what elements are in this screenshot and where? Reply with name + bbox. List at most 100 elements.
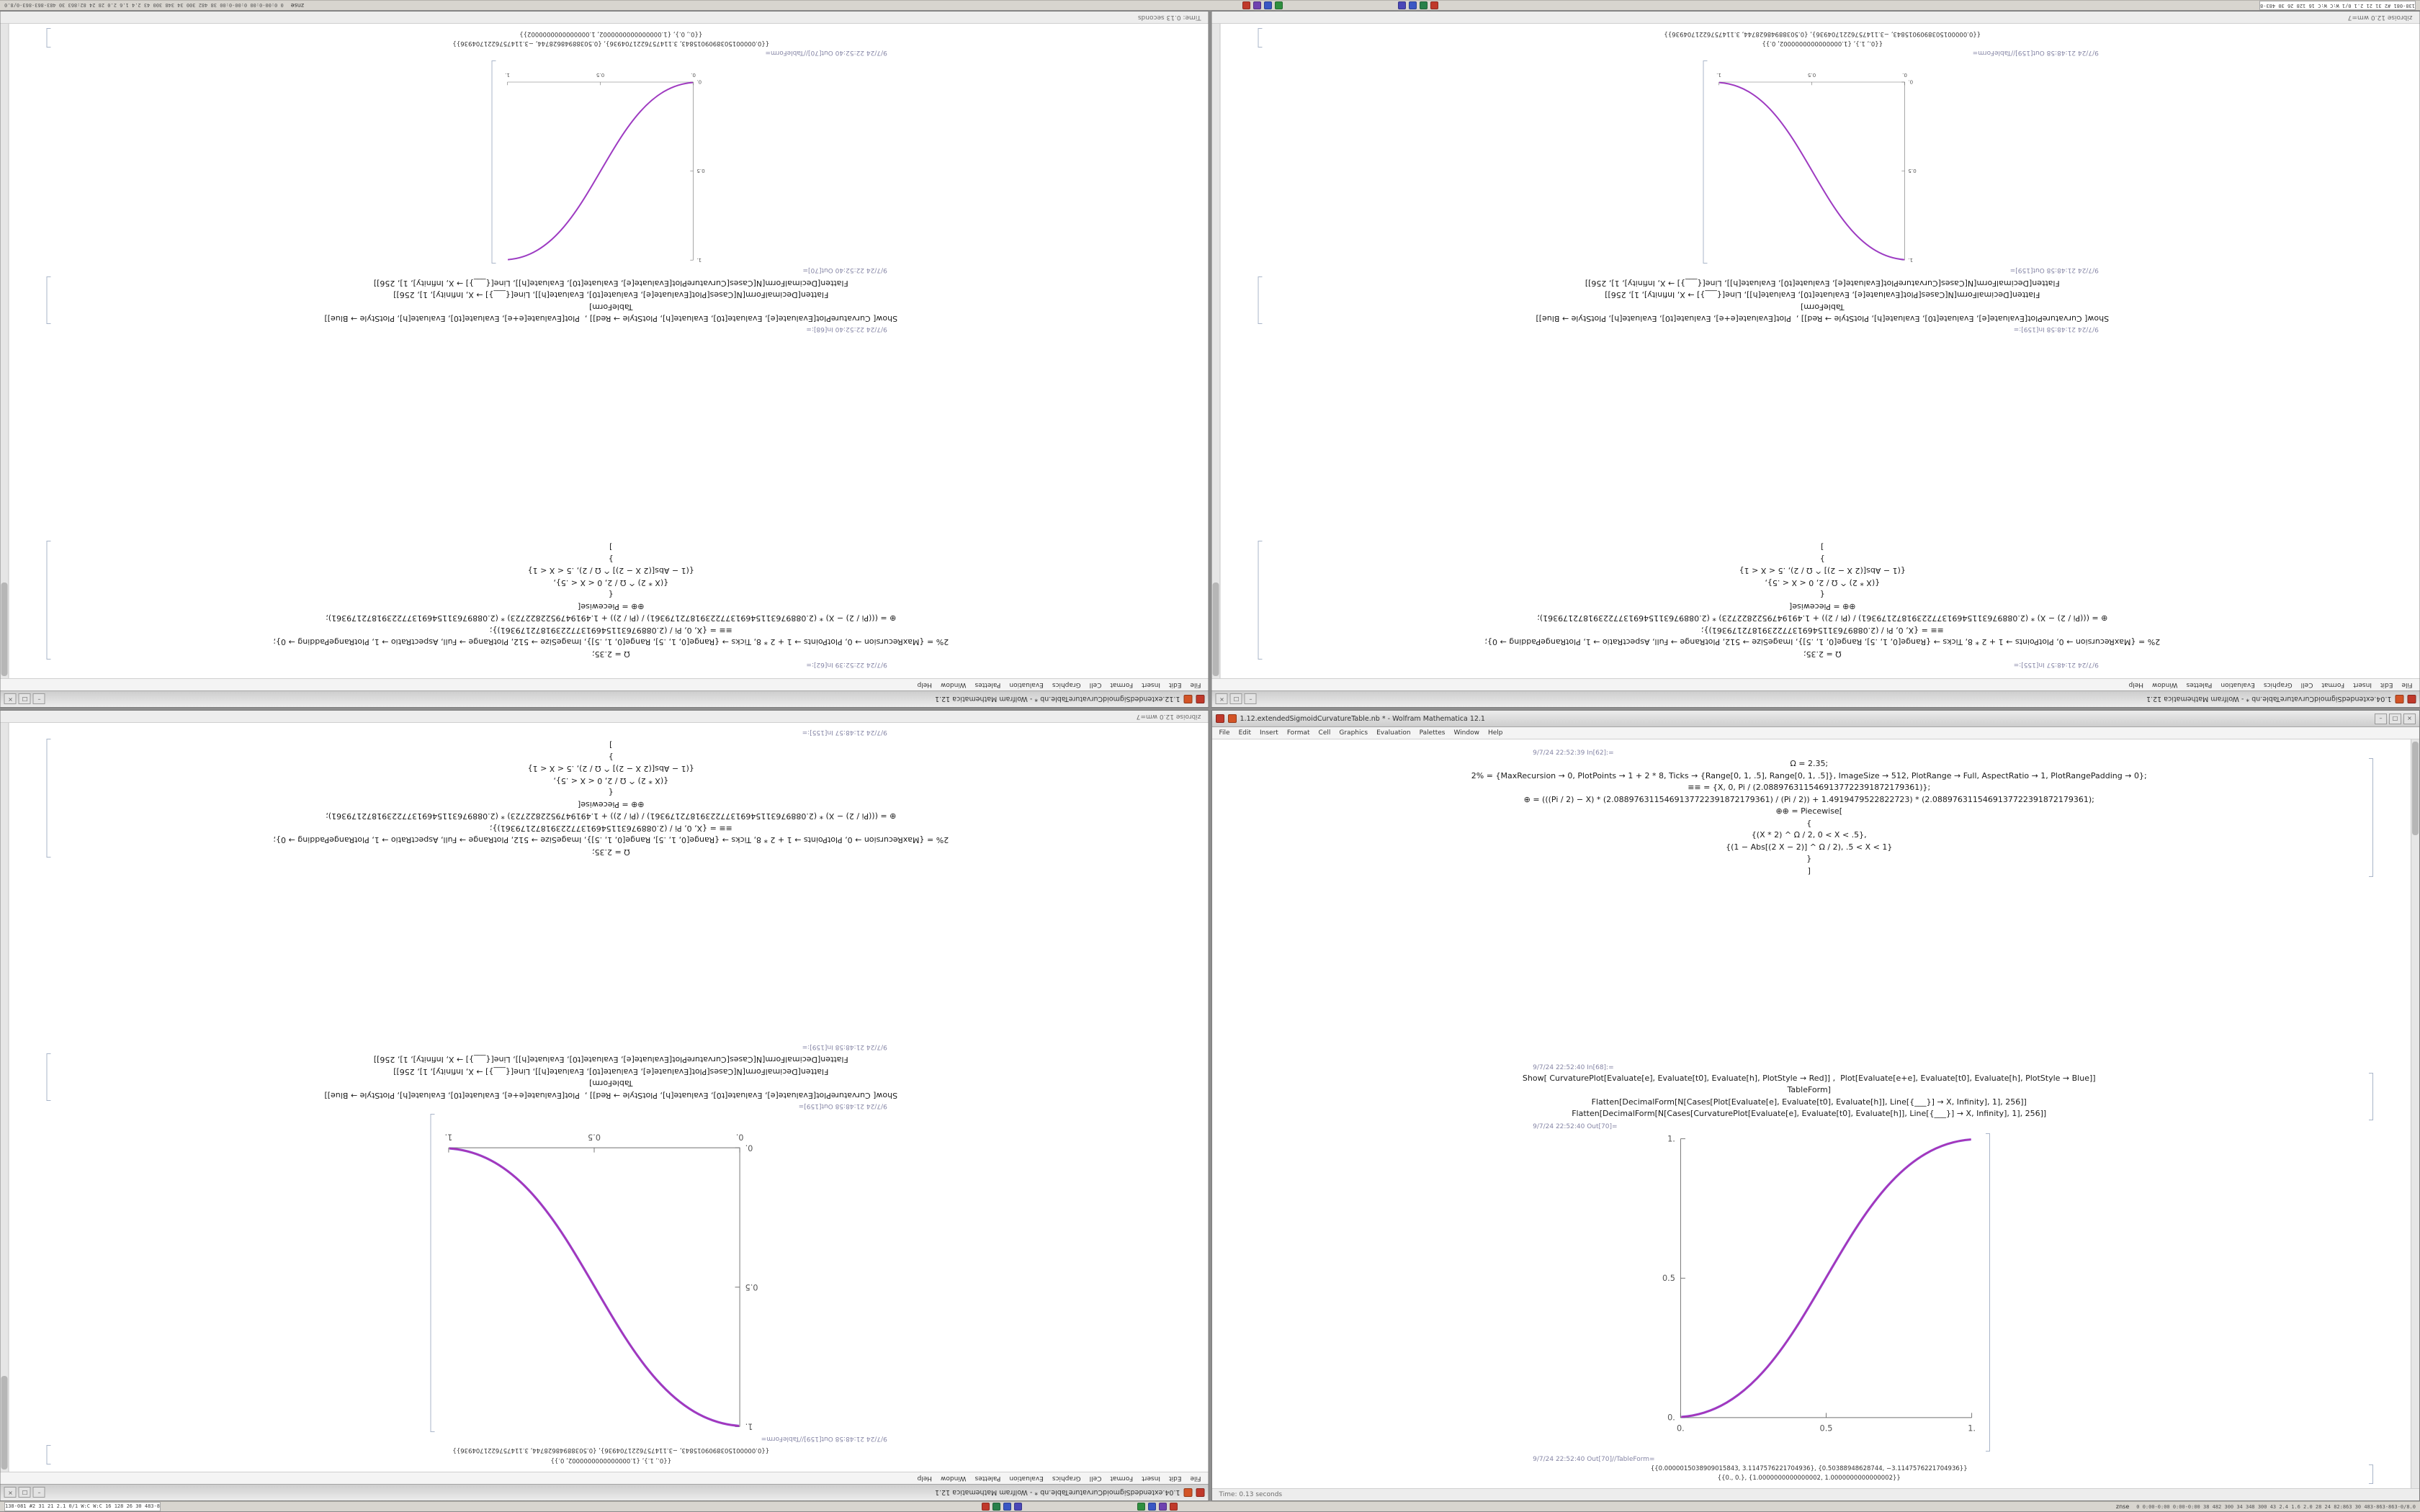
menu-format[interactable]: Format bbox=[1110, 681, 1134, 688]
menu-graphics[interactable]: Graphics bbox=[1052, 1475, 1081, 1482]
menu-format[interactable]: Format bbox=[2321, 681, 2344, 688]
menu-evaluation[interactable]: Evaluation bbox=[1009, 681, 1044, 688]
maximize-button[interactable]: □ bbox=[2389, 713, 2401, 724]
scrollbar-thumb[interactable] bbox=[1, 1376, 8, 1470]
system-tray-text: 0 0:00-0:00 0:00-0:00 38 482 300 34 348 … bbox=[4, 2, 284, 9]
vertical-scrollbar[interactable] bbox=[1, 723, 9, 1472]
menu-palettes[interactable]: Palettes bbox=[2186, 681, 2212, 688]
menu-evaluation[interactable]: Evaluation bbox=[2220, 681, 2255, 688]
menu-format[interactable]: Format bbox=[1286, 729, 1310, 737]
minimize-button[interactable]: – bbox=[33, 1487, 45, 1498]
menu-help[interactable]: Help bbox=[2128, 681, 2143, 688]
menu-cell[interactable]: Cell bbox=[1089, 1475, 1102, 1482]
menu-edit[interactable]: Edit bbox=[1238, 729, 1251, 737]
menu-edit[interactable]: Edit bbox=[1169, 681, 1182, 688]
menu-evaluation[interactable]: Evaluation bbox=[1009, 1475, 1044, 1482]
code-line: ] bbox=[1807, 865, 1811, 876]
bottom-taskbar-content: 138-081 #2 31 21 2.1 0/1 W:C W:C 16 128 … bbox=[0, 1502, 2420, 1511]
input-cell-1[interactable]: Ω = 2.35; 2% = {MaxRecursion → 0, PlotPoi… bbox=[1256, 758, 2373, 877]
input-cell-2[interactable]: Show[ CurvaturePlot[Evaluate[e], Evaluat… bbox=[1256, 1072, 2373, 1120]
app-icon-red-2[interactable] bbox=[1170, 1503, 1178, 1511]
minimize-button[interactable]: – bbox=[2375, 713, 2387, 724]
notebook-icon bbox=[1196, 1488, 1205, 1497]
code-line: Show[ CurvaturePlot[Evaluate[e], Evaluat… bbox=[324, 314, 898, 324]
app-icon-green-2[interactable] bbox=[1137, 1503, 1145, 1511]
close-button[interactable]: × bbox=[2403, 713, 2416, 724]
vertical-scrollbar[interactable] bbox=[1211, 24, 1221, 678]
app-icon-violet[interactable] bbox=[1159, 1503, 1167, 1511]
menu-cell[interactable]: Cell bbox=[1089, 681, 1102, 688]
maximize-button[interactable]: □ bbox=[19, 693, 31, 705]
input-cell-1[interactable]: Ω = 2.35; 2% = {MaxRecursion → 0, PlotPoi… bbox=[58, 541, 1164, 660]
menu-format[interactable]: Format bbox=[1110, 1475, 1134, 1482]
menu-graphics[interactable]: Graphics bbox=[1339, 729, 1368, 737]
menu-insert[interactable]: Insert bbox=[1142, 1475, 1160, 1482]
input-cell-2[interactable]: Show[ CurvaturePlot[Evaluate[e], Evaluat… bbox=[58, 276, 1164, 324]
menu-cell[interactable]: Cell bbox=[2300, 681, 2313, 688]
input-cell-2[interactable]: Show[ CurvaturePlot[Evaluate[e], Evaluat… bbox=[1269, 276, 2375, 324]
app-icon-violet[interactable] bbox=[1253, 1, 1261, 9]
app-icon-blue[interactable] bbox=[1003, 1503, 1011, 1511]
maximize-button[interactable]: □ bbox=[19, 1487, 31, 1498]
menu-help[interactable]: Help bbox=[917, 681, 933, 688]
input-cell-1[interactable]: Ω = 2.35; 2% = {MaxRecursion → 0, PlotPoi… bbox=[1269, 541, 2375, 660]
menu-palettes[interactable]: Palettes bbox=[1419, 729, 1446, 737]
minimize-button[interactable]: – bbox=[1244, 693, 1257, 705]
app-icon-green[interactable] bbox=[1420, 1, 1428, 9]
app-icon-green[interactable] bbox=[992, 1503, 1000, 1511]
input-cell-2[interactable]: Show[ CurvaturePlot[Evaluate[e], Evaluat… bbox=[58, 1053, 1164, 1101]
menu-help[interactable]: Help bbox=[917, 1475, 933, 1482]
menu-edit[interactable]: Edit bbox=[2380, 681, 2393, 688]
menu-insert[interactable]: Insert bbox=[1260, 729, 1278, 737]
menu-graphics[interactable]: Graphics bbox=[2263, 681, 2293, 688]
scrollbar-thumb[interactable] bbox=[1212, 582, 1219, 676]
app-icon-blue-2[interactable] bbox=[1264, 1, 1272, 9]
menu-window[interactable]: Window bbox=[1453, 729, 1479, 737]
menu-insert[interactable]: Insert bbox=[1142, 681, 1160, 688]
vertical-scrollbar[interactable] bbox=[2411, 739, 2419, 1488]
menu-window[interactable]: Window bbox=[2151, 681, 2178, 688]
scrollbar-thumb[interactable] bbox=[1, 582, 8, 676]
menu-help[interactable]: Help bbox=[1487, 729, 1503, 737]
vertical-scrollbar[interactable] bbox=[1, 24, 9, 678]
code-line: Flatten[DecimalForm[N[Cases[CurvaturePlo… bbox=[373, 278, 848, 288]
minimize-button[interactable]: – bbox=[33, 693, 45, 705]
menu-palettes[interactable]: Palettes bbox=[974, 681, 1001, 688]
menu-edit[interactable]: Edit bbox=[1169, 1475, 1182, 1482]
close-button[interactable]: × bbox=[4, 1487, 17, 1498]
maximize-button[interactable]: □ bbox=[1229, 693, 1242, 705]
close-button[interactable]: × bbox=[1215, 693, 1228, 705]
menu-window[interactable]: Window bbox=[941, 1475, 967, 1482]
app-icon-indigo[interactable] bbox=[1398, 1, 1406, 9]
app-icon-red[interactable] bbox=[982, 1503, 990, 1511]
app-icon-red[interactable] bbox=[1430, 1, 1438, 9]
app-icon-blue[interactable] bbox=[1409, 1, 1417, 9]
number-row: {{0.0000015038909015843, −3.114757622170… bbox=[1663, 30, 1981, 37]
menu-insert[interactable]: Insert bbox=[2352, 681, 2372, 688]
input-cell-1[interactable]: Ω = 2.35; 2% = {MaxRecursion → 0, PlotPoi… bbox=[58, 739, 1164, 858]
window-titlebar[interactable]: 1.04.extendedSigmoidCurvatureTable.nb * … bbox=[1, 1484, 1209, 1500]
window-titlebar[interactable]: 1.12.extendedSigmoidCurvatureTable.nb * … bbox=[1, 690, 1209, 707]
window-titlebar[interactable]: 1.04.extendedSigmoidCurvatureTable.nb * … bbox=[1211, 690, 2419, 707]
code-line: {(X * 2) ^ Ω / 2, 0 < X < .5}, bbox=[553, 776, 669, 786]
menu-file[interactable]: File bbox=[1219, 729, 1230, 737]
menu-file[interactable]: File bbox=[2401, 681, 2412, 688]
menu-palettes[interactable]: Palettes bbox=[974, 1475, 1001, 1482]
menu-file[interactable]: File bbox=[1190, 681, 1201, 688]
svg-text:0.: 0. bbox=[1901, 72, 1906, 78]
menu-cell[interactable]: Cell bbox=[1318, 729, 1331, 737]
app-icon-green-2[interactable] bbox=[1275, 1, 1283, 9]
menu-evaluation[interactable]: Evaluation bbox=[1376, 729, 1411, 737]
app-icon-blue-2[interactable] bbox=[1148, 1503, 1156, 1511]
app-icon-indigo[interactable] bbox=[1014, 1503, 1022, 1511]
menu-graphics[interactable]: Graphics bbox=[1052, 681, 1081, 688]
menu-file[interactable]: File bbox=[1190, 1475, 1201, 1482]
svg-text:0.: 0. bbox=[691, 72, 696, 78]
scrollbar-thumb[interactable] bbox=[2412, 742, 2419, 835]
window-titlebar[interactable]: 1.12.extendedSigmoidCurvatureTable.nb * … bbox=[1211, 711, 2419, 727]
code-line: Ω = 2.35; bbox=[1803, 649, 1842, 659]
app-icon-red-2[interactable] bbox=[1242, 1, 1250, 9]
close-button[interactable]: × bbox=[4, 693, 17, 705]
svg-text:1.: 1. bbox=[696, 257, 702, 264]
menu-window[interactable]: Window bbox=[941, 681, 967, 688]
